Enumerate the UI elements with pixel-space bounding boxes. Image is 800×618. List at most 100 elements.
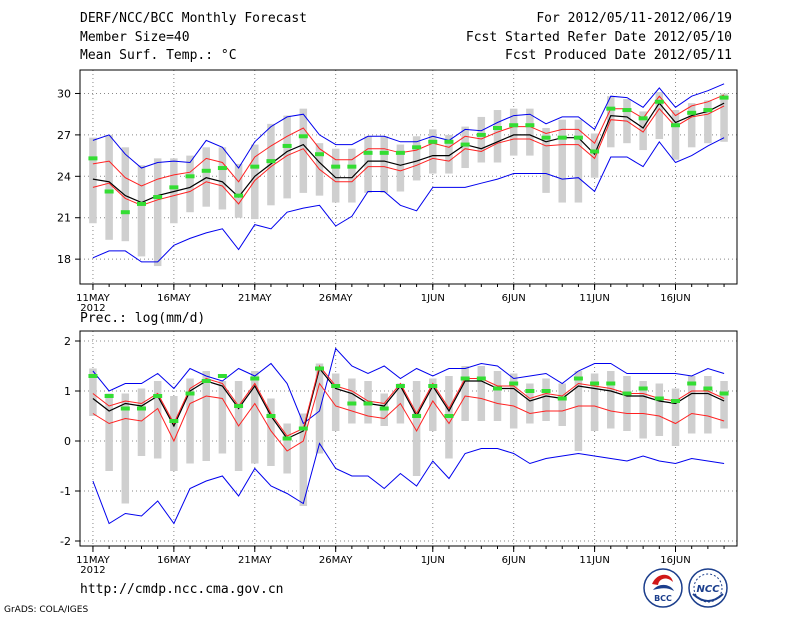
panel-1-member-upper-line	[92, 94, 725, 187]
panel-2-xtick-label-6: 11JUN	[579, 555, 609, 566]
panel-2-spread-box-34	[639, 381, 647, 439]
panel-1-spread-box-26	[509, 108, 518, 156]
ncc-logo: NCC	[688, 568, 728, 608]
panel-1-spread-box-21	[429, 129, 437, 174]
panel-1-spread-box-6	[186, 155, 194, 213]
panel-2-spread-box-11	[267, 398, 275, 466]
panel-2-spread-box-18	[380, 393, 388, 426]
panel-1-spread-box-11	[267, 123, 275, 206]
forecast-period: For 2012/05/11-2012/06/19	[536, 11, 732, 26]
panel-1-spread-box-14	[315, 143, 324, 196]
ncc-logo-globe	[693, 573, 723, 603]
panel-2-spread-box-28	[542, 378, 550, 421]
panel-2-spread-box-10	[251, 371, 259, 464]
panel-1-spread-box-17	[364, 136, 372, 193]
panel-1-ytick-label-0: 18	[57, 253, 71, 266]
panel-1-title: Mean Surf. Temp.: °C	[80, 48, 237, 63]
panel-1-spread-box-18	[380, 136, 388, 193]
panel-2-spread-box-31	[590, 373, 599, 431]
panel-2-year-label: 2012	[80, 565, 105, 576]
panel-1-spread-box-19	[396, 144, 405, 192]
panel-2-spread-box-12	[283, 423, 291, 474]
panel-1-ensemble-mean-line	[92, 102, 725, 204]
panel-1-spread-box-31	[590, 133, 599, 178]
panel-2-spread-box-37	[687, 376, 696, 434]
forecast-produced-date: Fcst Produced Date 2012/05/11	[505, 48, 732, 63]
panel-1-frame	[79, 69, 738, 285]
panel-2-spread-box-14	[315, 363, 324, 454]
ncc-logo-laurel	[692, 593, 724, 602]
panel-1-spread-box-16	[348, 148, 356, 203]
panel-2-spread-box-32	[607, 371, 615, 429]
panel-1-xtick-label-4: 1JUN	[421, 293, 445, 304]
panel-2-ytick-label-1: -1	[60, 485, 71, 498]
panel-2-spread-box-22	[445, 376, 453, 459]
panel-2-xtick-label-5: 6JUN	[502, 555, 526, 566]
panel-1-spread-box-5	[170, 158, 178, 224]
panel-1-spread-box-22	[445, 134, 453, 174]
bcc-logo-ring	[643, 568, 683, 608]
ncc-logo-text: NCC	[696, 584, 720, 595]
panel-1-spread-box-27	[526, 108, 534, 156]
panel-1-spread-box-9	[234, 163, 243, 218]
panel-1-xtick-label-6: 11JUN	[579, 293, 609, 304]
panel-1-spread-box-28	[542, 127, 550, 193]
panel-1-spread-box-0	[89, 137, 97, 224]
panel-2-spread-box-4	[153, 381, 162, 459]
panel-2-ensemble-mean-line	[92, 367, 725, 440]
bcc-logo-swirl-blue	[653, 584, 674, 591]
panel-1-ytick-label-1: 21	[57, 212, 71, 225]
panel-1-spread-box-30	[574, 119, 583, 203]
panel-1-spread-box-20	[412, 136, 421, 181]
panel-1-spread-box-38	[704, 100, 712, 144]
panel-1-spread-box-7	[202, 147, 210, 207]
bcc-logo-swirl	[652, 574, 673, 585]
panel-1-spread-box-15	[331, 148, 340, 203]
panel-1-spread-box-25	[493, 110, 502, 163]
panel-2-xtick-label-2: 21MAY	[238, 555, 272, 566]
panel-2-spread-box-35	[655, 383, 664, 436]
panel-2-spread-box-33	[623, 376, 631, 431]
panel-1-member-lower-line	[92, 105, 725, 206]
panel-1-spread-box-13	[299, 108, 308, 193]
panel-1-xtick-label-3: 26MAY	[319, 293, 353, 304]
panel-2-ytick-label-2: 0	[64, 435, 71, 448]
panel-1-spread-box-37	[687, 103, 696, 148]
panel-2-xtick-label-1: 16MAY	[157, 555, 191, 566]
panel-2-spread-box-16	[348, 378, 356, 424]
panel-2-spread-box-2	[121, 393, 130, 504]
panel-2-spread-box-30	[574, 371, 583, 451]
panel-2-frame	[79, 330, 738, 547]
panel-2-xtick-label-0: 11MAY	[76, 555, 110, 566]
panel-1-spread-box-3	[137, 165, 146, 257]
panel-2-spread-box-6	[186, 378, 194, 464]
panel-1-ytick-label-2: 24	[57, 170, 71, 183]
panel-1-spread-box-10	[251, 144, 259, 220]
panel-1-spread-box-36	[671, 110, 680, 160]
panel-2-spread-box-26	[509, 373, 518, 429]
panel-2-spread-box-7	[202, 371, 210, 461]
panel-1-spread-box-32	[607, 96, 615, 148]
panel-1-spread-box-12	[283, 115, 291, 199]
panel-2-envelope-min-line	[92, 442, 725, 525]
panel-1-xtick-label-0: 11MAY	[76, 293, 110, 304]
bcc-logo: BCC	[643, 568, 683, 608]
bcc-logo-text: BCC	[654, 594, 672, 603]
ncc-logo-ring	[688, 568, 728, 608]
panel-1-ytick-label-3: 27	[57, 129, 71, 142]
panel-1-spread-box-29	[558, 119, 566, 203]
panel-1-xtick-label-1: 16MAY	[157, 293, 191, 304]
grads-credit: GrADS: COLA/IGES	[4, 605, 89, 615]
panel-2-xtick-label-7: 16JUN	[660, 555, 690, 566]
panel-1-spread-box-1	[105, 134, 113, 240]
panel-1-ytick-label-4: 30	[57, 87, 71, 100]
panel-1-envelope-max-line	[92, 83, 725, 169]
panel-1-spread-box-23	[461, 126, 469, 169]
panel-2-spread-box-24	[477, 366, 486, 421]
figure-title: DERF/NCC/BCC Monthly Forecast	[80, 11, 307, 26]
panel-2-spread-box-39	[720, 381, 728, 429]
panel-1-spread-box-34	[639, 111, 647, 151]
panel-2-spread-box-38	[704, 376, 712, 434]
